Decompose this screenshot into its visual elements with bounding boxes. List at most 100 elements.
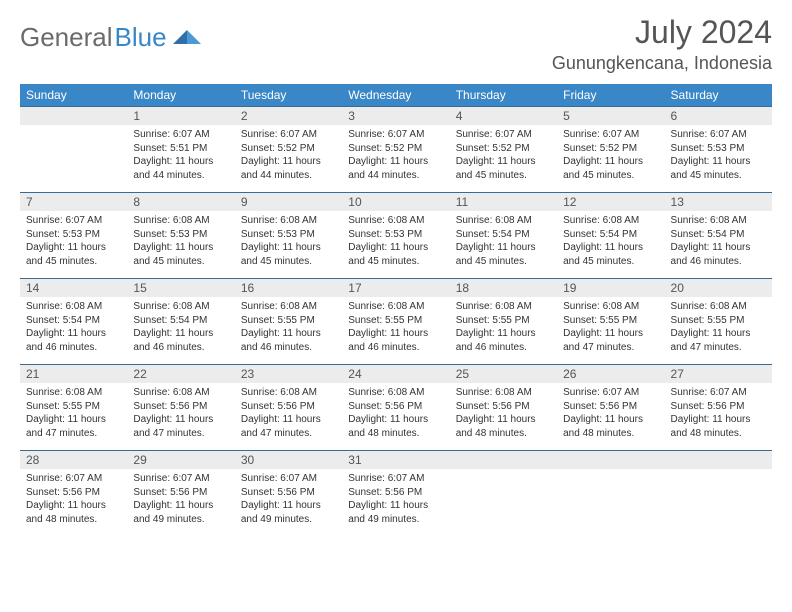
calendar-cell: 23Sunrise: 6:08 AMSunset: 5:56 PMDayligh… [235,365,342,451]
weekday-header: Monday [127,84,234,107]
day-details: Sunrise: 6:07 AMSunset: 5:53 PMDaylight:… [20,211,127,272]
calendar-cell: 5Sunrise: 6:07 AMSunset: 5:52 PMDaylight… [557,107,664,193]
day-number: 23 [235,365,342,383]
day-number-empty [450,451,557,469]
day-number: 12 [557,193,664,211]
weekday-header: Wednesday [342,84,449,107]
day-details: Sunrise: 6:08 AMSunset: 5:55 PMDaylight:… [557,297,664,358]
day-number: 7 [20,193,127,211]
month-title: July 2024 [552,14,772,51]
calendar-cell: 7Sunrise: 6:07 AMSunset: 5:53 PMDaylight… [20,193,127,279]
brand-part2: Blue [115,22,167,53]
day-number: 19 [557,279,664,297]
day-number: 28 [20,451,127,469]
day-details: Sunrise: 6:08 AMSunset: 5:56 PMDaylight:… [342,383,449,444]
day-details: Sunrise: 6:08 AMSunset: 5:54 PMDaylight:… [127,297,234,358]
day-details: Sunrise: 6:08 AMSunset: 5:55 PMDaylight:… [235,297,342,358]
calendar-cell: 17Sunrise: 6:08 AMSunset: 5:55 PMDayligh… [342,279,449,365]
brand-part1: General [20,22,113,53]
day-number: 10 [342,193,449,211]
calendar-cell: 25Sunrise: 6:08 AMSunset: 5:56 PMDayligh… [450,365,557,451]
calendar-table: SundayMondayTuesdayWednesdayThursdayFrid… [20,84,772,537]
calendar-cell: 30Sunrise: 6:07 AMSunset: 5:56 PMDayligh… [235,451,342,537]
calendar-cell: 26Sunrise: 6:07 AMSunset: 5:56 PMDayligh… [557,365,664,451]
header-bar: GeneralBlue July 2024 Gunungkencana, Ind… [20,14,772,74]
calendar-cell: 14Sunrise: 6:08 AMSunset: 5:54 PMDayligh… [20,279,127,365]
day-details: Sunrise: 6:07 AMSunset: 5:52 PMDaylight:… [450,125,557,186]
calendar-cell: 31Sunrise: 6:07 AMSunset: 5:56 PMDayligh… [342,451,449,537]
day-number: 5 [557,107,664,125]
day-number: 15 [127,279,234,297]
calendar-cell: 10Sunrise: 6:08 AMSunset: 5:53 PMDayligh… [342,193,449,279]
day-number: 26 [557,365,664,383]
day-details: Sunrise: 6:07 AMSunset: 5:52 PMDaylight:… [557,125,664,186]
calendar-cell: 3Sunrise: 6:07 AMSunset: 5:52 PMDaylight… [342,107,449,193]
day-details: Sunrise: 6:07 AMSunset: 5:56 PMDaylight:… [20,469,127,530]
calendar-cell: 12Sunrise: 6:08 AMSunset: 5:54 PMDayligh… [557,193,664,279]
day-details: Sunrise: 6:08 AMSunset: 5:56 PMDaylight:… [127,383,234,444]
day-number: 9 [235,193,342,211]
calendar-cell: 9Sunrise: 6:08 AMSunset: 5:53 PMDaylight… [235,193,342,279]
day-number: 13 [665,193,772,211]
calendar-cell [557,451,664,537]
calendar-week-row: 21Sunrise: 6:08 AMSunset: 5:55 PMDayligh… [20,365,772,451]
day-number: 29 [127,451,234,469]
day-details: Sunrise: 6:08 AMSunset: 5:55 PMDaylight:… [665,297,772,358]
brand-logo: GeneralBlue [20,14,201,53]
day-number: 16 [235,279,342,297]
day-details: Sunrise: 6:08 AMSunset: 5:54 PMDaylight:… [557,211,664,272]
day-number-empty [557,451,664,469]
day-details: Sunrise: 6:08 AMSunset: 5:55 PMDaylight:… [20,383,127,444]
day-number: 1 [127,107,234,125]
day-details: Sunrise: 6:08 AMSunset: 5:53 PMDaylight:… [235,211,342,272]
day-number: 25 [450,365,557,383]
calendar-cell: 8Sunrise: 6:08 AMSunset: 5:53 PMDaylight… [127,193,234,279]
day-details: Sunrise: 6:08 AMSunset: 5:55 PMDaylight:… [342,297,449,358]
weekday-header: Thursday [450,84,557,107]
calendar-cell: 19Sunrise: 6:08 AMSunset: 5:55 PMDayligh… [557,279,664,365]
calendar-body: 1Sunrise: 6:07 AMSunset: 5:51 PMDaylight… [20,107,772,537]
day-number: 31 [342,451,449,469]
calendar-cell: 11Sunrise: 6:08 AMSunset: 5:54 PMDayligh… [450,193,557,279]
day-details: Sunrise: 6:08 AMSunset: 5:55 PMDaylight:… [450,297,557,358]
day-number: 20 [665,279,772,297]
calendar-cell: 28Sunrise: 6:07 AMSunset: 5:56 PMDayligh… [20,451,127,537]
day-details: Sunrise: 6:07 AMSunset: 5:52 PMDaylight:… [235,125,342,186]
calendar-cell: 1Sunrise: 6:07 AMSunset: 5:51 PMDaylight… [127,107,234,193]
day-number: 3 [342,107,449,125]
day-details: Sunrise: 6:07 AMSunset: 5:53 PMDaylight:… [665,125,772,186]
title-block: July 2024 Gunungkencana, Indonesia [552,14,772,74]
day-number: 27 [665,365,772,383]
day-number: 30 [235,451,342,469]
logo-mark-icon [173,22,201,53]
calendar-cell: 4Sunrise: 6:07 AMSunset: 5:52 PMDaylight… [450,107,557,193]
calendar-cell [665,451,772,537]
day-details: Sunrise: 6:07 AMSunset: 5:56 PMDaylight:… [342,469,449,530]
day-details: Sunrise: 6:07 AMSunset: 5:56 PMDaylight:… [235,469,342,530]
calendar-cell [20,107,127,193]
day-details: Sunrise: 6:07 AMSunset: 5:52 PMDaylight:… [342,125,449,186]
day-number: 8 [127,193,234,211]
day-details: Sunrise: 6:07 AMSunset: 5:56 PMDaylight:… [557,383,664,444]
weekday-header: Sunday [20,84,127,107]
calendar-cell: 6Sunrise: 6:07 AMSunset: 5:53 PMDaylight… [665,107,772,193]
day-number: 22 [127,365,234,383]
day-number: 6 [665,107,772,125]
weekday-header: Friday [557,84,664,107]
day-details: Sunrise: 6:08 AMSunset: 5:54 PMDaylight:… [450,211,557,272]
calendar-cell: 20Sunrise: 6:08 AMSunset: 5:55 PMDayligh… [665,279,772,365]
day-number: 14 [20,279,127,297]
day-number: 18 [450,279,557,297]
calendar-cell: 21Sunrise: 6:08 AMSunset: 5:55 PMDayligh… [20,365,127,451]
calendar-cell: 29Sunrise: 6:07 AMSunset: 5:56 PMDayligh… [127,451,234,537]
day-details: Sunrise: 6:08 AMSunset: 5:53 PMDaylight:… [127,211,234,272]
calendar-cell [450,451,557,537]
calendar-week-row: 7Sunrise: 6:07 AMSunset: 5:53 PMDaylight… [20,193,772,279]
day-details: Sunrise: 6:08 AMSunset: 5:56 PMDaylight:… [235,383,342,444]
day-details: Sunrise: 6:08 AMSunset: 5:54 PMDaylight:… [20,297,127,358]
day-details: Sunrise: 6:07 AMSunset: 5:51 PMDaylight:… [127,125,234,186]
weekday-header-row: SundayMondayTuesdayWednesdayThursdayFrid… [20,84,772,107]
day-details: Sunrise: 6:07 AMSunset: 5:56 PMDaylight:… [127,469,234,530]
calendar-cell: 16Sunrise: 6:08 AMSunset: 5:55 PMDayligh… [235,279,342,365]
calendar-week-row: 14Sunrise: 6:08 AMSunset: 5:54 PMDayligh… [20,279,772,365]
